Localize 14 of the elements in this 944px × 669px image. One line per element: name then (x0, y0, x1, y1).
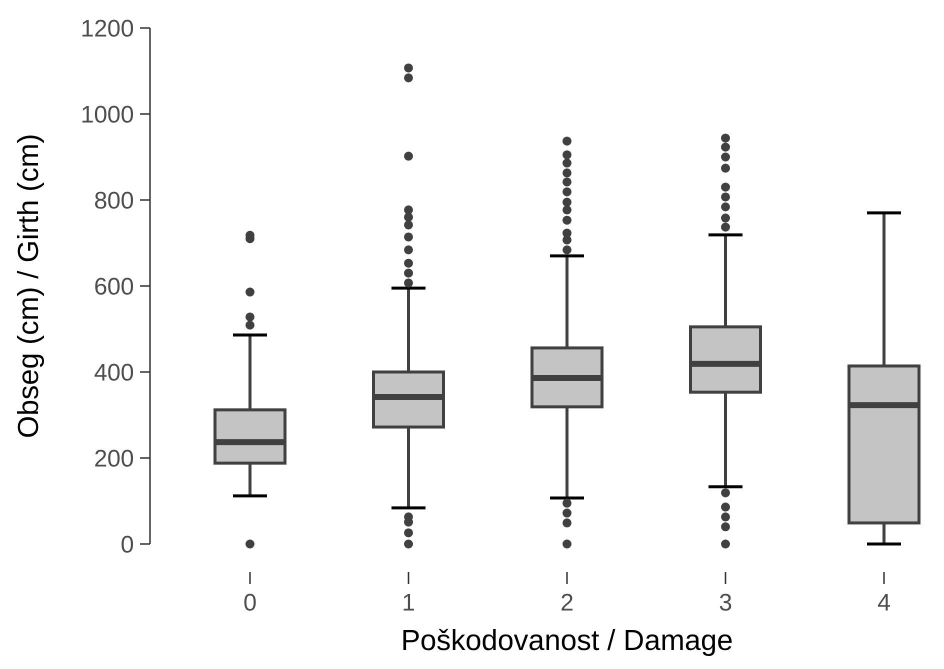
y-tick-label: 0 (120, 531, 134, 558)
x-tick-label: 1 (402, 589, 416, 616)
y-tick-label: 200 (94, 445, 134, 472)
y-tick-label: 1000 (80, 101, 134, 128)
x-tick-label: 3 (718, 589, 732, 616)
y-tick-label: 800 (94, 187, 134, 214)
y-axis-title: Obseg (cm) / Girth (cm) (13, 134, 45, 438)
y-tick-label: 1200 (80, 15, 134, 42)
y-tick-label: 400 (94, 359, 134, 386)
x-tick-label: 0 (243, 589, 257, 616)
y-tick-label: 600 (94, 273, 134, 300)
x-tick-label: 4 (877, 589, 891, 616)
x-tick-label: 2 (560, 589, 574, 616)
x-axis-title: Poškodovanost / Damage (400, 625, 734, 657)
